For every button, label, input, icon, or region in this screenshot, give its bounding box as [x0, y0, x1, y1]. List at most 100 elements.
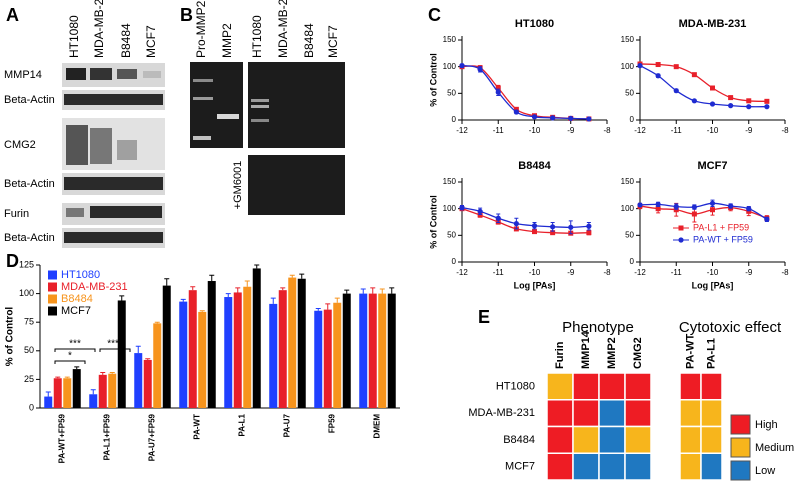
marker — [495, 89, 501, 95]
fit-line — [461, 65, 589, 120]
heatmap-cell — [624, 372, 652, 401]
row-label: B8484 — [503, 434, 535, 446]
marker — [568, 224, 574, 230]
column-label: PA-WT — [684, 333, 696, 369]
y-tick-label: 75 — [24, 317, 34, 327]
y-axis-label: % of Control — [5, 307, 16, 367]
y-tick-label: 100 — [443, 204, 457, 213]
bar — [297, 278, 306, 408]
heatmap-cell — [700, 425, 723, 454]
marker — [459, 205, 465, 211]
error-bar — [100, 372, 106, 375]
heatmap-title: Phenotype — [562, 319, 634, 336]
heatmap-cell — [624, 452, 652, 481]
marker — [691, 98, 697, 104]
band — [251, 119, 269, 122]
error-bar — [154, 321, 160, 324]
x-tick-label: PA-WT — [193, 414, 202, 440]
band — [66, 68, 86, 80]
error-bar — [370, 287, 376, 294]
legend-label: PA-WT + FP59 — [693, 234, 753, 244]
error-bar — [299, 273, 305, 279]
bar — [378, 293, 387, 408]
heatmap-cell — [700, 372, 723, 401]
legend-label: Low — [755, 465, 775, 477]
panel-label: D — [6, 251, 19, 271]
error-bar — [135, 345, 141, 354]
bar — [323, 309, 332, 408]
bar — [98, 374, 107, 408]
bar — [179, 301, 188, 408]
y-tick-label: 150 — [621, 35, 635, 44]
blot-row-label: Beta-Actin — [4, 232, 55, 244]
heatmap-cell — [546, 372, 574, 401]
bar — [252, 268, 261, 408]
x-tick-label: PA-L1+FP59 — [103, 413, 112, 460]
x-tick-label: -9 — [567, 268, 575, 277]
gel — [248, 155, 345, 215]
x-tick-label: -12 — [456, 268, 468, 277]
lane-label: B8484 — [119, 23, 133, 58]
bar — [72, 369, 81, 408]
bar — [359, 293, 368, 408]
bar — [143, 359, 152, 408]
chart-title: MDA-MB-231 — [679, 18, 747, 30]
band — [90, 68, 112, 80]
lane-label: HT1080 — [250, 15, 264, 58]
y-tick-label: 150 — [443, 177, 457, 186]
legend-label: B8484 — [61, 293, 93, 305]
marker — [655, 73, 661, 79]
marker — [550, 230, 556, 236]
marker — [691, 72, 697, 78]
band — [117, 69, 137, 79]
blot-a: HT1080 MDA-MB-231 B8484 MCF7 MMP14 Beta-… — [4, 0, 165, 248]
band — [66, 125, 88, 165]
y-tick-label: 0 — [630, 257, 635, 266]
row-label: MCF7 — [505, 461, 535, 473]
band — [251, 105, 269, 108]
y-axis-label: % of Control — [428, 53, 438, 107]
heatmap-cell — [572, 372, 600, 401]
bar — [342, 293, 351, 408]
error-bar — [164, 278, 170, 286]
y-tick-label: 150 — [443, 35, 457, 44]
y-tick-label: 0 — [630, 115, 635, 124]
treatment-label: +GM6001 — [232, 161, 244, 210]
x-tick-label: -11 — [671, 126, 683, 135]
marker — [655, 201, 661, 207]
error-bar — [344, 289, 350, 294]
column-label: PA-L1 — [705, 338, 717, 369]
error-bar — [289, 274, 295, 278]
legend-label: MDA-MB-231 — [61, 281, 128, 293]
legend-label: PA-L1 + FP59 — [693, 222, 749, 232]
bar — [162, 285, 171, 408]
marker — [746, 208, 752, 214]
bar — [387, 293, 396, 408]
x-tick-label: -10 — [529, 126, 541, 135]
marker — [673, 64, 679, 70]
x-tick-label: -10 — [707, 268, 719, 277]
marker — [764, 104, 770, 110]
marker — [459, 63, 465, 69]
error-bar — [74, 366, 80, 370]
column-label: MMP14 — [580, 330, 592, 369]
column-label: Furin — [554, 341, 566, 369]
error-bar — [199, 310, 205, 312]
y-tick-label: 25 — [24, 374, 34, 384]
marker — [691, 211, 697, 217]
lane-label: MMP2 — [220, 23, 234, 58]
y-tick-label: 100 — [621, 204, 635, 213]
chart-title: MCF7 — [698, 160, 728, 172]
marker — [655, 206, 661, 212]
annotation: *** — [69, 339, 81, 350]
heatmap-cell — [700, 399, 723, 428]
bar — [314, 310, 323, 408]
marker — [495, 85, 501, 91]
bar — [153, 323, 162, 408]
x-tick-label: -9 — [745, 268, 753, 277]
marker — [495, 215, 501, 221]
marker — [531, 114, 538, 120]
x-tick-label: -10 — [707, 126, 719, 135]
heatmap-cell — [624, 425, 652, 454]
